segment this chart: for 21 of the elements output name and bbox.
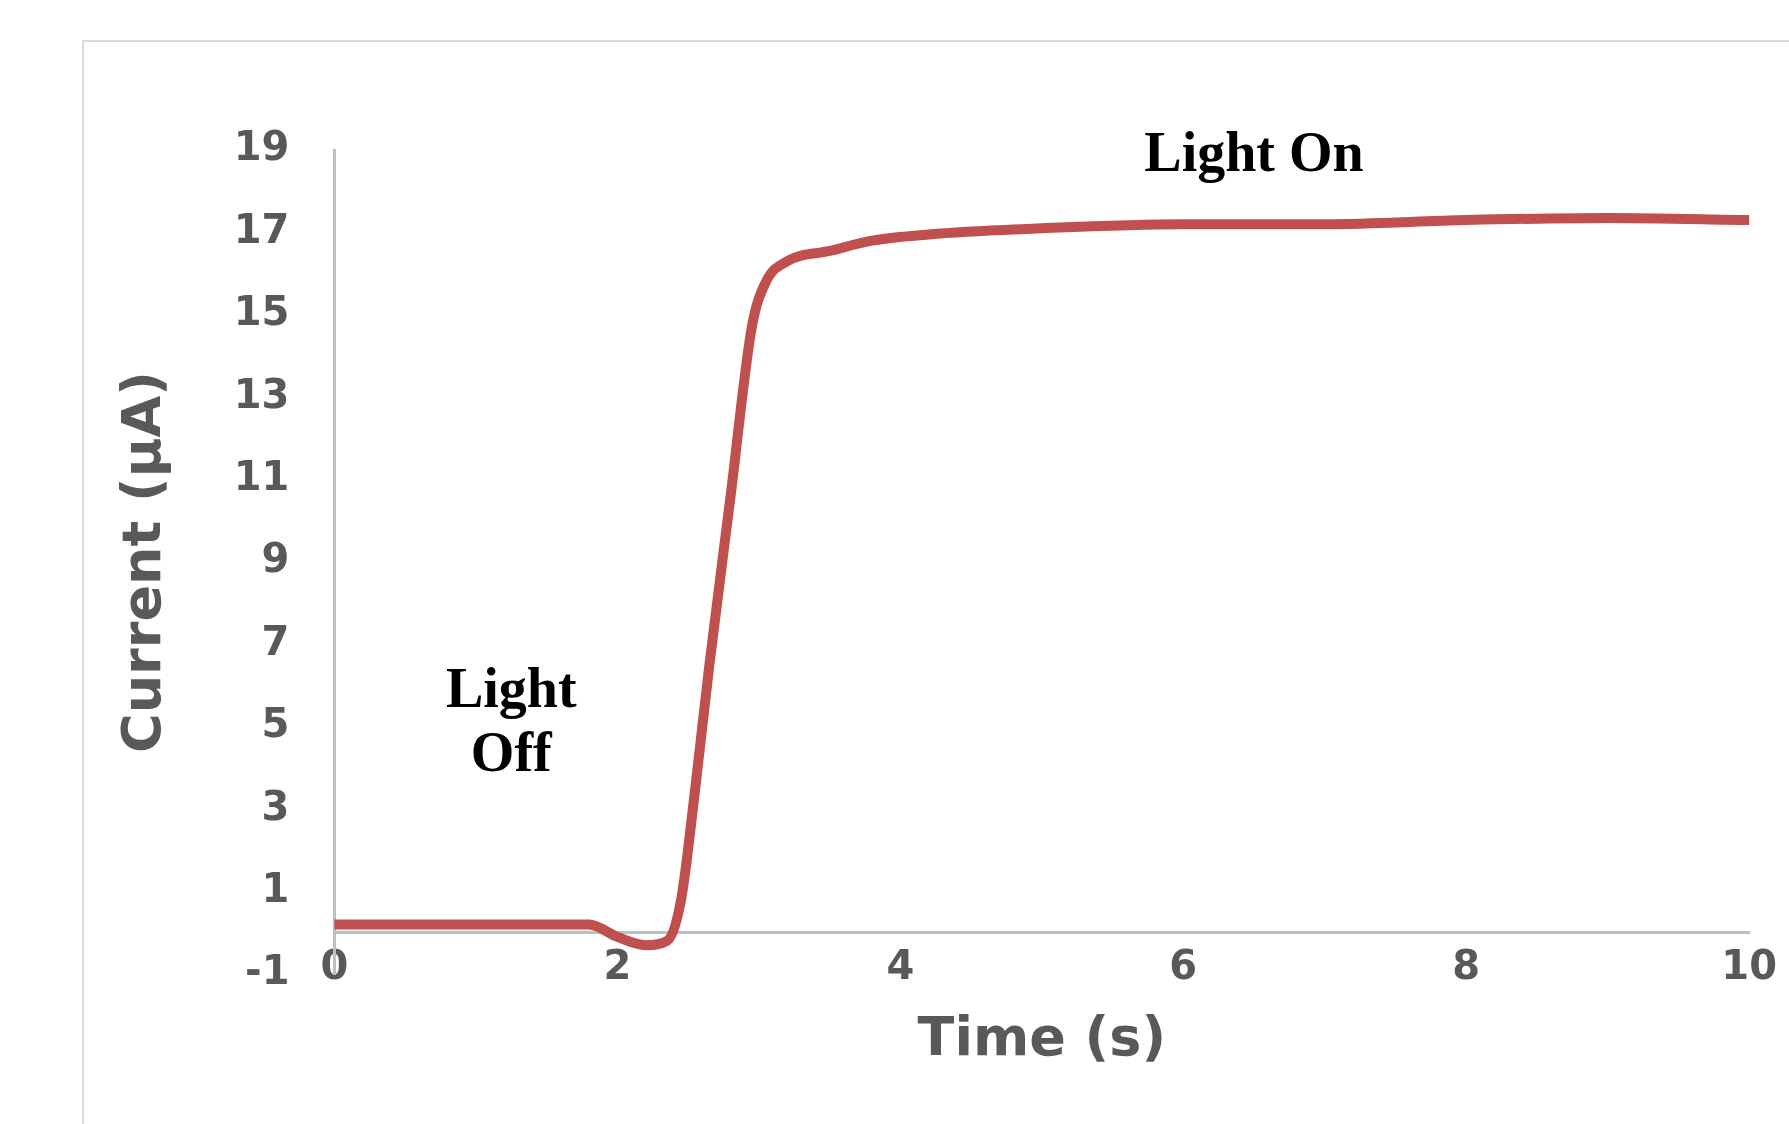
- y-tick-label: 7: [261, 617, 290, 664]
- x-tick-label: 0: [320, 942, 349, 989]
- x-tick-label: 2: [603, 942, 632, 989]
- x-tick-label: 10: [1721, 942, 1777, 989]
- x-tick-label: 6: [1169, 942, 1198, 989]
- annotation: Light On: [1143, 120, 1365, 184]
- y-tick-label: 15: [233, 288, 290, 335]
- x-tick-label: 4: [886, 942, 915, 989]
- y-axis-title: Current (μA): [110, 371, 174, 753]
- y-tick-label: 17: [233, 205, 290, 252]
- y-tick-label: 11: [233, 452, 290, 499]
- y-tick-label: 5: [261, 700, 290, 747]
- y-tick-label: 9: [261, 535, 290, 582]
- y-tick-label: 1: [261, 864, 290, 911]
- y-tick-label: 3: [261, 782, 290, 829]
- y-tick-label: -1: [245, 947, 290, 994]
- y-tick-label: 13: [233, 370, 290, 417]
- annotation: Light Off: [444, 655, 578, 784]
- x-axis-title: Time (s): [917, 1005, 1167, 1069]
- x-tick-label: 8: [1452, 942, 1481, 989]
- y-tick-label: 19: [233, 123, 290, 170]
